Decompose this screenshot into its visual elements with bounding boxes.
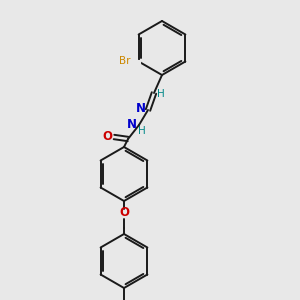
Text: O: O [119, 206, 129, 220]
Text: N: N [127, 118, 137, 130]
Text: Br: Br [119, 56, 130, 65]
Text: H: H [157, 89, 165, 99]
Text: H: H [138, 126, 146, 136]
Text: N: N [136, 103, 146, 116]
Text: O: O [102, 130, 112, 143]
